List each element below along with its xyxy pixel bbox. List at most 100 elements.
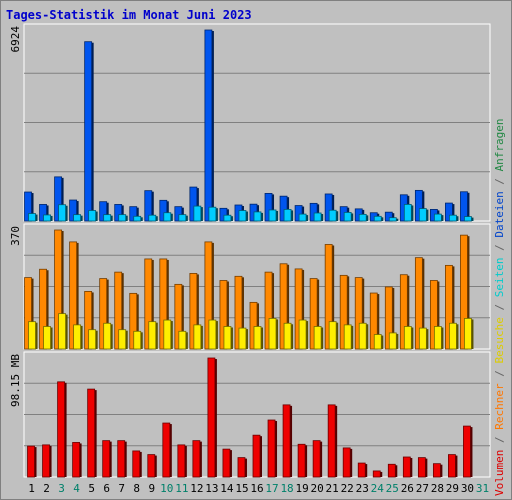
bar-besuche-day-9 xyxy=(148,321,157,350)
bar-seiten-day-28 xyxy=(429,280,438,350)
bar-anfragen-day-13 xyxy=(204,29,213,222)
legend- /: / xyxy=(493,364,506,384)
x-label-day-29: 29 xyxy=(446,482,459,495)
bar-besuche-day-5 xyxy=(88,329,97,350)
x-label-day-17: 17 xyxy=(265,482,278,495)
bar-besuche-day-1 xyxy=(28,321,36,350)
x-label-day-24: 24 xyxy=(371,482,385,495)
series-besuche xyxy=(28,313,474,350)
bar-anfragen-day-30 xyxy=(460,191,468,222)
bar-besuche-day-21 xyxy=(328,321,337,350)
panel-bottom-axis-max-label: 98.15 MB xyxy=(9,354,22,407)
bar-anfragen-day-10 xyxy=(159,199,168,222)
bar-dateien-day-13 xyxy=(208,206,217,222)
legend-seiten: Seiten xyxy=(493,258,506,298)
x-label-day-23: 23 xyxy=(356,482,369,495)
legend-anfragen: Anfragen xyxy=(493,118,506,171)
bar-anfragen-day-29 xyxy=(445,202,453,222)
bar-seiten-day-5 xyxy=(84,291,93,350)
legend- /: / xyxy=(493,430,506,450)
bar-dateien-day-23 xyxy=(358,213,367,222)
bar-anfragen-day-11 xyxy=(174,206,183,222)
bar-besuche-day-22 xyxy=(343,324,352,350)
x-label-day-22: 22 xyxy=(341,482,354,495)
bar-seiten-day-2 xyxy=(39,268,47,350)
x-label-day-6: 6 xyxy=(103,482,110,495)
bar-seiten-day-21 xyxy=(324,244,333,350)
bar-besuche-day-19 xyxy=(298,319,307,350)
bar-seiten-day-20 xyxy=(309,278,318,350)
bar-dateien-day-14 xyxy=(223,214,232,222)
bar-besuche-day-16 xyxy=(253,326,262,350)
bar-seiten-day-8 xyxy=(129,292,138,350)
bar-seiten-day-22 xyxy=(339,274,348,350)
bar-dateien-day-3 xyxy=(58,204,66,222)
panel-bottom: 98.15 MB xyxy=(9,351,491,478)
legend-volumen: Volumen xyxy=(493,450,506,496)
bar-dateien-day-10 xyxy=(163,212,172,222)
bar-volumen-day-12 xyxy=(192,440,201,478)
bar-dateien-day-9 xyxy=(148,214,157,222)
bar-dateien-day-6 xyxy=(103,214,112,222)
x-label-day-14: 14 xyxy=(220,482,234,495)
x-label-day-2: 2 xyxy=(43,482,50,495)
x-axis-labels: 1 2 3 4 5 6 7 8 9 10 11 12 13 14 15 16 17 18 19 20 21 22 23 24 2… xyxy=(28,482,489,495)
x-label-day-4: 4 xyxy=(73,482,80,495)
bar-seiten-day-10 xyxy=(159,258,168,350)
bar-volumen-day-16 xyxy=(252,434,261,478)
bar-anfragen-day-9 xyxy=(144,190,153,222)
legend-besuche: Besuche xyxy=(493,317,506,363)
chart-title: Tages-Statistik im Monat Juni 2023 xyxy=(6,8,252,22)
bar-seiten-day-26 xyxy=(399,274,408,350)
bar-volumen-day-22 xyxy=(342,447,351,478)
x-label-day-5: 5 xyxy=(88,482,95,495)
bar-dateien-day-18 xyxy=(283,209,292,222)
chart-panels: 6924 370 98.15 MB xyxy=(9,23,491,478)
bar-volumen-day-17 xyxy=(267,419,276,478)
bar-anfragen-day-25 xyxy=(384,211,393,222)
bar-dateien-day-4 xyxy=(73,214,82,222)
bar-besuche-day-29 xyxy=(449,322,457,350)
panel-top-axis-max-label: 6924 xyxy=(9,26,22,53)
x-label-day-21: 21 xyxy=(326,482,339,495)
x-label-day-31: 31 xyxy=(476,482,489,495)
x-label-day-8: 8 xyxy=(133,482,140,495)
bar-volumen-day-18 xyxy=(282,404,291,478)
bar-besuche-day-7 xyxy=(118,329,127,350)
bar-anfragen-day-1 xyxy=(24,191,32,222)
legend- /: / xyxy=(493,171,506,191)
bar-volumen-day-1 xyxy=(27,445,35,478)
bar-dateien-day-1 xyxy=(28,213,36,222)
bar-volumen-day-9 xyxy=(147,454,156,478)
bar-besuche-day-4 xyxy=(73,324,82,350)
bar-besuche-day-3 xyxy=(58,313,66,350)
bar-volumen-day-14 xyxy=(222,448,231,478)
bar-volumen-day-2 xyxy=(42,444,50,478)
x-label-day-25: 25 xyxy=(386,482,399,495)
bar-anfragen-day-18 xyxy=(279,195,288,222)
legend-dateien: Dateien xyxy=(493,191,506,237)
bar-seiten-day-9 xyxy=(144,258,153,350)
x-label-day-15: 15 xyxy=(235,482,248,495)
bar-besuche-day-8 xyxy=(133,330,142,350)
legend- /: / xyxy=(493,297,506,317)
bar-besuche-day-20 xyxy=(313,326,322,350)
bar-volumen-day-19 xyxy=(297,443,306,478)
panel-middle-axis-max-label: 370 xyxy=(9,226,22,246)
bar-dateien-day-21 xyxy=(328,209,337,222)
legend- /: / xyxy=(493,238,506,258)
bar-seiten-day-17 xyxy=(264,271,273,350)
bar-anfragen-day-4 xyxy=(69,199,78,222)
bar-anfragen-day-19 xyxy=(294,205,303,222)
bar-volumen-day-15 xyxy=(237,457,246,478)
bar-volumen-day-28 xyxy=(432,463,441,478)
bar-anfragen-day-8 xyxy=(129,206,138,222)
bar-seiten-day-18 xyxy=(279,263,288,350)
x-label-day-7: 7 xyxy=(118,482,125,495)
bar-dateien-day-15 xyxy=(238,210,247,222)
x-label-day-19: 19 xyxy=(295,482,308,495)
bar-volumen-day-7 xyxy=(117,440,126,478)
bar-dateien-day-12 xyxy=(193,205,202,222)
bar-anfragen-day-3 xyxy=(54,176,62,222)
